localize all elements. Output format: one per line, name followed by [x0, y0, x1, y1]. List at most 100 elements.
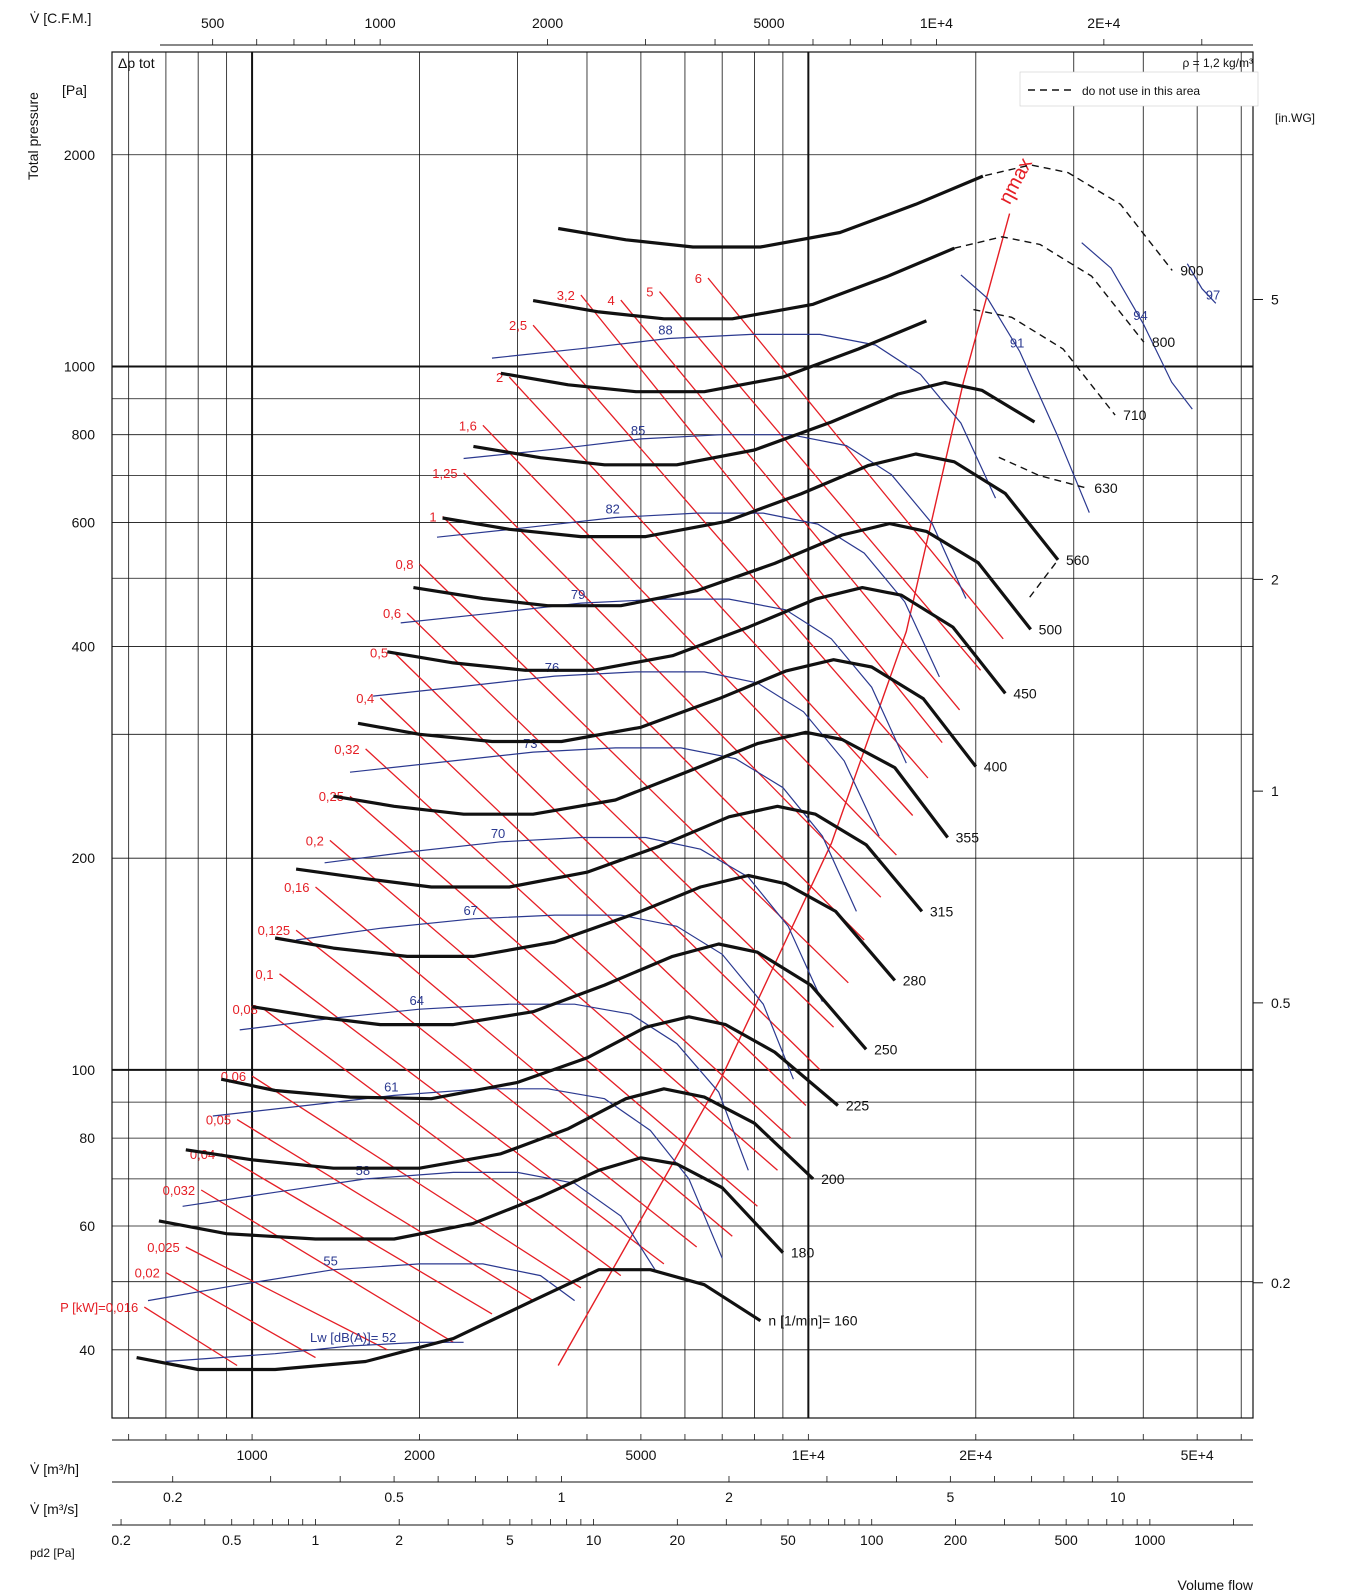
power-label: 0,5 — [370, 646, 388, 661]
power-line — [365, 748, 792, 1139]
speed-curve — [387, 585, 1007, 695]
pd2-tick-label: 5 — [506, 1532, 514, 1548]
y-tick-label: 2000 — [64, 147, 95, 163]
y-tick-label: 1000 — [64, 359, 95, 375]
speed-curve — [532, 246, 955, 321]
power-line — [379, 697, 807, 1106]
m3h-tick-label: 5E+4 — [1181, 1447, 1214, 1463]
power-label: 0,1 — [255, 967, 273, 982]
m3s-tick-label: 5 — [946, 1489, 954, 1505]
speed-label: 250 — [874, 1041, 898, 1057]
plot-frame — [111, 51, 1254, 1419]
sound-label: 76 — [545, 660, 559, 675]
pd2-tick-label: 500 — [1054, 1532, 1078, 1548]
m3s-axis-ticks: 0.2 0.5 1 2 5 10 — [112, 1476, 1253, 1505]
inwg-axis-ticks: 5 2 1 0.5 0.2 — [1253, 291, 1291, 1291]
y-tick-label: 80 — [79, 1130, 95, 1146]
m3h-tick-label: 2E+4 — [959, 1447, 992, 1463]
cfm-tick-label: 2000 — [532, 15, 563, 31]
pd2-tick-label: 0.2 — [111, 1532, 131, 1548]
power-label: 0,02 — [135, 1266, 160, 1281]
power-line — [482, 424, 897, 856]
power-line — [220, 1153, 493, 1315]
x-axis-label: Volume flow — [1178, 1577, 1254, 1593]
speed-label: 630 — [1094, 480, 1118, 496]
power-label: 5 — [646, 285, 653, 300]
speed-curve — [500, 319, 928, 394]
inwg-axis-unit: [in.WG] — [1275, 111, 1315, 125]
power-line — [165, 1272, 316, 1359]
sound-line — [324, 836, 823, 1003]
sound-line — [436, 512, 940, 678]
speed-label: 560 — [1066, 552, 1090, 568]
m3h-axis-ticks: 1000 2000 5000 1E+4 2E+4 5E+4 — [112, 1434, 1253, 1463]
dashed-extension — [1029, 559, 1059, 598]
power-label: 0,025 — [147, 1240, 180, 1255]
power-line — [263, 1008, 622, 1277]
y-tick-label: 40 — [79, 1342, 95, 1358]
sound-line — [1186, 263, 1217, 304]
speed-label: 355 — [956, 830, 980, 846]
speed-curve — [442, 452, 1060, 561]
chart-grid — [111, 51, 1254, 1419]
sound-label: Lw [dB(A)]= 52 — [310, 1330, 396, 1345]
sound-line — [182, 1171, 656, 1271]
sound-label: 67 — [463, 903, 477, 918]
power-label: 0,08 — [233, 1002, 258, 1017]
y-axis-ticks: 2000 1000 800 600 400 200 100 80 60 40 — [64, 147, 95, 1358]
power-label: 0,8 — [395, 557, 413, 572]
y-tick-label: 800 — [72, 427, 96, 443]
power-label: P [kW]=0,016 — [60, 1300, 138, 1315]
sound-label: 82 — [605, 502, 619, 517]
inwg-tick-label: 1 — [1271, 783, 1279, 799]
speed-label: 400 — [984, 759, 1008, 775]
sound-line — [239, 1003, 749, 1171]
speed-curve — [295, 804, 924, 913]
speed-label: 200 — [821, 1171, 845, 1187]
speed-label: 315 — [930, 903, 954, 919]
power-label: 1 — [429, 510, 436, 525]
pd2-tick-label: 2 — [395, 1532, 403, 1548]
m3h-tick-label: 1000 — [236, 1447, 267, 1463]
sound-line — [1081, 242, 1193, 410]
power-line — [707, 277, 1004, 640]
sound-line — [373, 671, 880, 837]
pd2-axis-ticks: 0.2 0.5 1 2 5 10 20 50 100 200 500 1000 — [111, 1519, 1253, 1548]
pd2-tick-label: 20 — [670, 1532, 686, 1548]
pd2-tick-label: 50 — [780, 1532, 796, 1548]
power-line — [406, 612, 835, 1028]
sound-line — [960, 274, 1090, 513]
y-tick-label: 60 — [79, 1218, 95, 1234]
m3s-tick-label: 2 — [725, 1489, 733, 1505]
dashed-extensions — [839, 164, 1173, 598]
speed-curves — [136, 174, 1060, 1372]
sound-label: 79 — [571, 587, 585, 602]
cfm-axis-label: V̇ [C.F.M.] — [30, 10, 91, 26]
speed-label: 500 — [1039, 621, 1063, 637]
power-label: 2 — [496, 370, 503, 385]
m3s-tick-label: 0.5 — [384, 1489, 404, 1505]
cfm-tick-label: 5000 — [753, 15, 784, 31]
power-label: 0,05 — [206, 1113, 231, 1128]
sound-label: 73 — [523, 736, 537, 751]
dashed-extension — [887, 236, 1145, 343]
power-label: 0,032 — [163, 1183, 196, 1198]
power-line — [580, 294, 943, 744]
power-label: 0,32 — [334, 742, 359, 757]
speed-curve — [136, 1268, 762, 1372]
power-line — [419, 563, 849, 984]
y-tick-label: 100 — [72, 1062, 96, 1078]
legend-box — [1019, 71, 1259, 107]
speed-label: 900 — [1180, 262, 1204, 278]
power-line — [279, 973, 665, 1265]
m3h-tick-label: 1E+4 — [792, 1447, 825, 1463]
cfm-tick-label: 500 — [201, 15, 225, 31]
speed-label: n [1/min]= 160 — [768, 1313, 857, 1329]
pd2-tick-label: 1000 — [1134, 1532, 1165, 1548]
sound-label: 85 — [631, 423, 645, 438]
power-line — [251, 1075, 582, 1289]
speed-label: 280 — [903, 973, 927, 989]
m3s-tick-label: 1 — [558, 1489, 566, 1505]
sound-line — [296, 914, 794, 1080]
y-axis-label: Total pressure — [25, 92, 41, 180]
